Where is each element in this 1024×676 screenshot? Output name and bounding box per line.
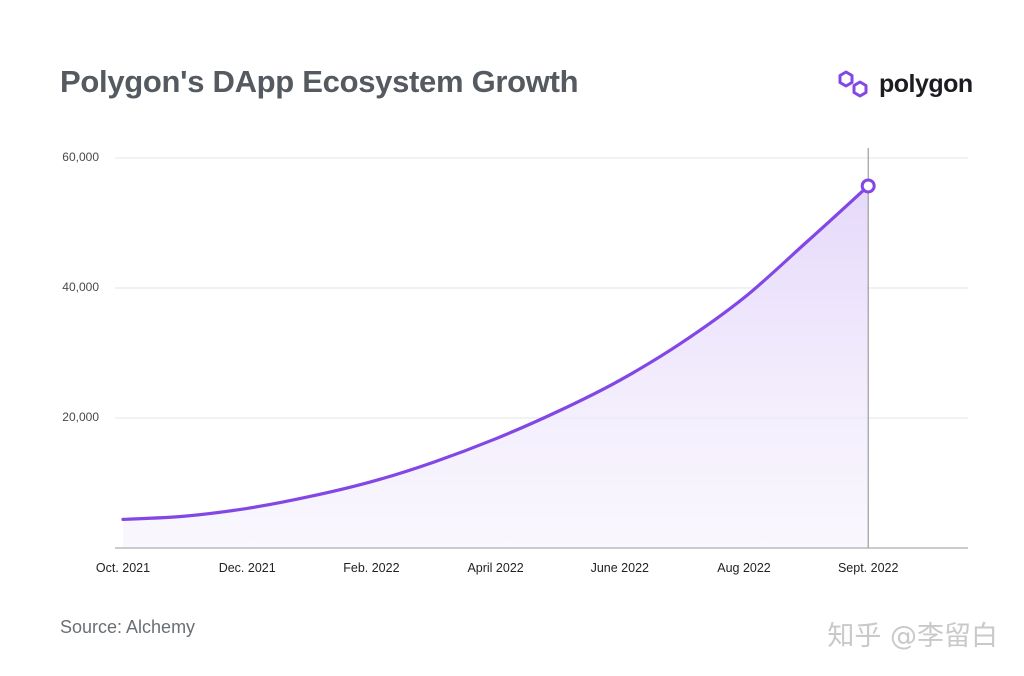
polygon-logo-text: polygon [879,69,973,98]
x-tick-label: Sept. 2022 [838,561,899,575]
watermark: 知乎 @李留白 [827,621,998,652]
y-tick-label: 20,000 [62,410,99,424]
x-tick-label: Dec. 2021 [219,561,276,575]
polygon-logo-icon [838,70,868,98]
highlight-point [860,178,876,194]
chart-title: Polygon's DApp Ecosystem Growth [60,64,579,99]
x-tick-label: Oct. 2021 [96,561,150,575]
polygon-logo: polygon [838,66,973,102]
x-tick-label: Feb. 2022 [343,561,399,575]
source-note: Source: Alchemy [60,617,196,637]
series-line [121,184,870,521]
y-tick-label: 60,000 [62,150,99,164]
x-tick-label: June 2022 [591,561,649,575]
x-tick-label: April 2022 [467,561,523,575]
series-area [123,185,869,548]
x-tick-label: Aug 2022 [717,561,771,575]
y-tick-label: 40,000 [62,280,99,294]
